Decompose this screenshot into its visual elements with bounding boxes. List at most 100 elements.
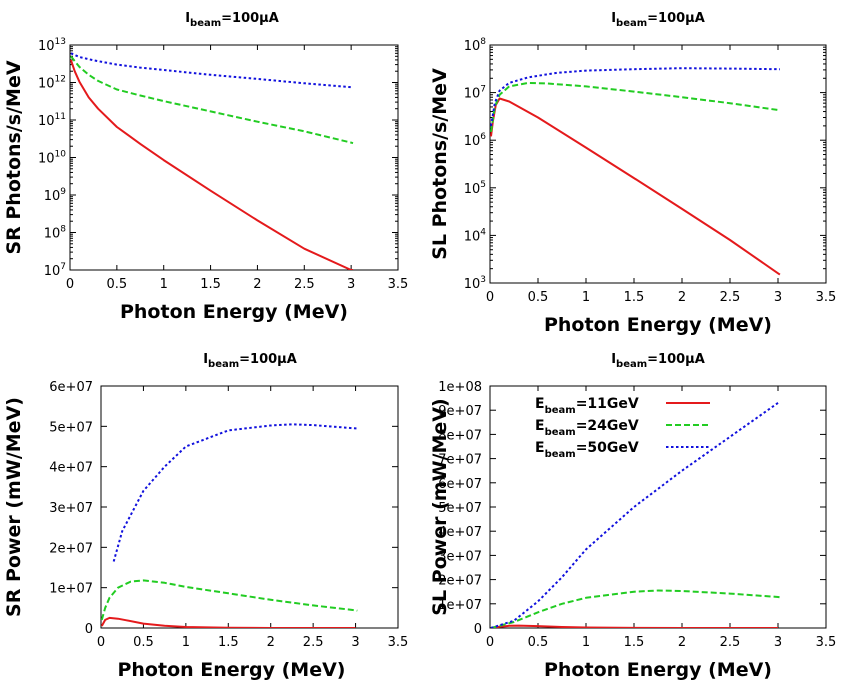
x-axis-label: Photon Energy (MeV) <box>117 659 345 681</box>
series-line-e-beam-50gev <box>70 52 354 89</box>
x-tick-label: 1 <box>582 635 590 650</box>
x-axis-label: Photon Energy (MeV) <box>120 301 348 323</box>
x-tick-label: 1.5 <box>624 290 645 305</box>
legend-label-main: E <box>535 396 545 412</box>
x-tick-label: 3.5 <box>388 635 409 650</box>
y-tick-exponent: 3 <box>480 275 486 285</box>
series-group <box>70 52 354 270</box>
y-tick-exponent: 4 <box>480 227 486 237</box>
y-tick-label: 107 <box>464 85 486 102</box>
legend-label-main: E <box>535 440 545 456</box>
series-line-e-beam-11gev <box>101 616 356 628</box>
y-tick-base: 10 <box>464 277 481 292</box>
series-line-e-beam-24gev <box>101 579 358 621</box>
y-tick-base: 10 <box>38 77 55 92</box>
chart-title: Ibeam=100μA <box>611 352 705 370</box>
legend-label-subscript: beam <box>545 427 576 438</box>
y-tick-exponent: 8 <box>480 37 486 47</box>
x-tick-label: 2.5 <box>303 635 324 650</box>
x-tick-label: 3 <box>774 290 782 305</box>
x-tick-label: 3 <box>351 635 359 650</box>
series-line-e-beam-50gev <box>112 423 358 562</box>
chart-title: Ibeam=100μA <box>611 11 705 29</box>
y-tick-label: 104 <box>464 227 487 244</box>
x-axis-label: Photon Energy (MeV) <box>544 659 772 681</box>
x-tick-label: 3.5 <box>388 277 409 292</box>
x-tick-label: 0 <box>66 277 74 292</box>
panel-4: 0 0.5 1 1.5 2 2.5 3 3.5 0 1e+07 2e+07 3e+07 4e+07 5e+… <box>429 352 836 681</box>
y-tick-exponent: 11 <box>55 112 66 122</box>
y-tick-base: 10 <box>44 227 61 242</box>
series-group <box>490 400 781 628</box>
y-tick-label: 5e+07 <box>438 501 482 516</box>
y-tick-exponent: 8 <box>60 225 66 235</box>
x-tick-label: 1.5 <box>624 635 645 650</box>
x-tick-label: 1.5 <box>200 277 221 292</box>
y-tick-label: 1011 <box>38 112 66 129</box>
x-tick-label: 2 <box>267 635 275 650</box>
x-tick-label: 0 <box>486 290 494 305</box>
x-tick-label: 2 <box>253 277 261 292</box>
chart-title: Ibeam=100μA <box>203 352 297 370</box>
y-tick-base: 10 <box>464 134 481 149</box>
series-line-e-beam-11gev <box>70 59 353 270</box>
y-tick-label: 3e+07 <box>49 501 93 516</box>
y-tick-label: 108 <box>44 225 67 242</box>
x-tick-label: 0 <box>486 635 494 650</box>
x-tick-label: 3.5 <box>816 290 837 305</box>
y-axis-label: SL Photons/s/MeV <box>429 68 451 260</box>
series-line-e-beam-11gev <box>490 97 781 276</box>
x-tick-label: 1 <box>182 635 190 650</box>
x-tick-label: 0.5 <box>528 635 549 650</box>
y-tick-base: 10 <box>38 152 55 167</box>
legend-label-subscript: beam <box>545 405 576 416</box>
series-line-e-beam-50gev <box>490 400 781 628</box>
y-tick-label: 9e+07 <box>438 404 482 419</box>
y-tick-label: 1e+07 <box>49 582 93 597</box>
y-tick-exponent: 5 <box>480 180 486 190</box>
y-axis-label: SR Power (mW/MeV) <box>3 397 25 617</box>
y-tick-base: 10 <box>464 229 481 244</box>
x-axis-label: Photon Energy (MeV) <box>544 314 772 336</box>
y-tick-exponent: 7 <box>60 262 66 272</box>
y-tick-label: 2e+07 <box>49 541 93 556</box>
x-tick-label: 0 <box>97 635 105 650</box>
y-tick-label: 6e+07 <box>438 477 482 492</box>
legend-label-main: E <box>535 418 545 434</box>
x-tick-label: 2.5 <box>720 290 741 305</box>
panel-1: 0 0.5 1 1.5 2 2.5 3 3.5107108109101010111012101… <box>3 11 408 323</box>
series-group <box>101 423 358 628</box>
y-tick-label: 1013 <box>38 37 66 54</box>
y-tick-label: 1012 <box>38 75 66 92</box>
plot-frame <box>69 44 399 271</box>
chart-title-rest: =100μA <box>221 11 279 26</box>
y-tick-label: 0 <box>474 622 482 637</box>
chart-title-main: I <box>611 352 616 367</box>
y-tick-label: 2e+07 <box>438 574 482 589</box>
y-tick-label: 107 <box>44 262 66 279</box>
x-tick-label: 0.5 <box>528 290 549 305</box>
y-tick-label: 1e+08 <box>438 380 482 395</box>
y-tick-label: 105 <box>464 180 486 197</box>
series-line-e-beam-24gev <box>70 55 354 145</box>
y-tick-label: 7e+07 <box>438 453 482 468</box>
y-tick-label: 5e+07 <box>49 420 93 435</box>
series-line-e-beam-24gev <box>490 81 781 132</box>
y-tick-label: 108 <box>464 37 487 54</box>
x-tick-label: 3 <box>347 277 355 292</box>
chart-title-main: I <box>185 11 190 26</box>
chart-title-subscript: beam <box>190 18 221 29</box>
y-tick-label: 1010 <box>38 150 66 167</box>
y-tick-base: 10 <box>38 39 55 54</box>
chart-title-subscript: beam <box>616 18 647 29</box>
x-tick-label: 3.5 <box>816 635 837 650</box>
y-tick-label: 106 <box>464 132 487 149</box>
chart-title-rest: =100μA <box>647 11 705 26</box>
y-tick-base: 10 <box>44 189 61 204</box>
x-tick-label: 3 <box>774 635 782 650</box>
x-tick-label: 0.5 <box>133 635 154 650</box>
y-tick-label: 109 <box>44 187 67 204</box>
y-tick-base: 10 <box>464 39 481 54</box>
